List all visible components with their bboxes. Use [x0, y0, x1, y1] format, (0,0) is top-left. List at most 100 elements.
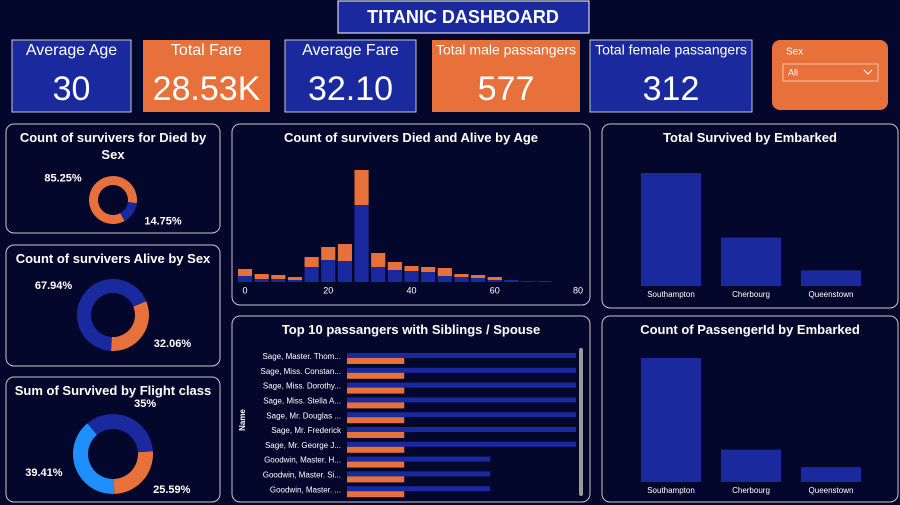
bar-segment	[271, 275, 286, 279]
bar	[347, 432, 405, 438]
bar	[347, 397, 576, 403]
y-tick-label: Sage, Mr. Frederick	[271, 426, 342, 435]
chart-title: Count of survivers for Died by Sex	[19, 130, 207, 162]
bar	[641, 358, 701, 482]
bar-segment	[371, 267, 386, 282]
bar	[347, 471, 491, 477]
bar-segment	[321, 260, 336, 282]
bar-segment	[537, 281, 552, 282]
kpi-label: Total male passangers	[436, 42, 576, 58]
bar-segment	[271, 279, 286, 282]
donut-slice	[76, 279, 147, 351]
bar-segment	[437, 276, 452, 282]
kpi-value: 312	[643, 70, 700, 108]
donut-slice	[89, 176, 138, 225]
kpi-value: 577	[478, 70, 535, 108]
scrollbar	[579, 348, 583, 496]
slicer-label: Sex	[786, 47, 803, 58]
bar	[347, 461, 405, 468]
bar-segment	[404, 266, 419, 271]
x-tick-label: Southampton	[647, 486, 695, 495]
bar-segment	[254, 279, 269, 282]
bar	[347, 491, 405, 498]
bar	[347, 387, 405, 394]
kpi-value: 32.10	[308, 70, 393, 108]
bar-segment	[287, 280, 303, 282]
chart-title: Total Survived by Embarked	[663, 130, 837, 145]
dashboard-title: TITANIC DASHBOARD	[367, 7, 559, 27]
bar-segment	[337, 244, 352, 261]
panel	[5, 123, 221, 234]
x-tick-label: 0	[243, 285, 248, 295]
bar-segment	[387, 270, 402, 282]
slicer-dropdown[interactable]	[782, 63, 879, 82]
data-label: 39.41%	[25, 467, 63, 479]
bar-segment	[437, 268, 452, 276]
bar-segment	[471, 275, 486, 278]
data-label: 14.75%	[144, 215, 182, 227]
panel	[601, 123, 899, 309]
data-label: 85.25%	[44, 172, 82, 184]
bar	[347, 402, 405, 409]
x-tick-label: Southampton	[647, 290, 695, 299]
bar	[347, 456, 491, 462]
bar	[801, 467, 861, 482]
y-tick-label: Sage, Miss. Dorothy...	[263, 382, 341, 391]
kpi-value: 28.53K	[153, 70, 261, 108]
bar-segment	[421, 272, 436, 282]
x-tick-label: 20	[323, 285, 333, 295]
bar-segment	[237, 276, 253, 282]
chart-title: Top 10 passangers with Siblings / Spouse	[281, 322, 541, 337]
kpi-card	[589, 39, 753, 113]
y-tick-label: Sage, Master. Thom...	[262, 352, 341, 361]
chart-title: Count of survivers Alive by Sex	[15, 251, 211, 266]
kpi-value: 30	[53, 70, 91, 108]
kpi-label: Total female passangers	[595, 42, 747, 58]
donut-slice	[113, 451, 153, 494]
kpi-card	[284, 39, 417, 113]
dropdown-chevron[interactable]	[863, 69, 873, 75]
panel	[5, 244, 221, 367]
slicer-value[interactable]: All	[788, 67, 798, 77]
bar	[347, 412, 576, 418]
bar	[721, 237, 781, 286]
panel	[231, 315, 591, 503]
donut-slice	[73, 423, 115, 494]
bar	[347, 353, 576, 358]
x-tick-label: 40	[406, 285, 416, 295]
bar-segment	[337, 261, 352, 282]
bar	[347, 441, 576, 447]
bar	[347, 486, 491, 492]
bar-segment	[254, 274, 269, 279]
bar-segment	[287, 277, 303, 280]
data-label: 67.94%	[35, 280, 73, 292]
x-tick-label: Cherbourg	[732, 486, 770, 495]
bar-segment	[487, 280, 502, 282]
bar-segment	[421, 267, 436, 272]
x-tick-label: 60	[490, 285, 500, 295]
bar	[347, 417, 405, 424]
bar	[347, 427, 576, 432]
chart-title: Sum of Survived by Flight class	[14, 383, 212, 398]
kpi-label: Total Fare	[171, 42, 242, 59]
kpi-label: Average Fare	[302, 42, 399, 59]
kpi-card	[11, 39, 132, 113]
x-tick-label: Queenstown	[809, 290, 854, 299]
x-tick-label: Queenstown	[809, 486, 854, 495]
kpi-card	[143, 40, 270, 112]
data-label: 25.59%	[153, 484, 191, 496]
bar	[347, 476, 405, 483]
y-tick-label: Sage, Miss. Stella A...	[263, 397, 341, 406]
data-label: 35%	[134, 398, 156, 410]
y-tick-label: Goodwin, Master. Si...	[263, 471, 341, 480]
bar	[721, 449, 781, 482]
x-tick-label: Cherbourg	[732, 290, 770, 299]
x-tick-label: 80	[573, 285, 583, 295]
y-tick-label: Sage, Mr. George J...	[265, 441, 341, 450]
donut-slice	[120, 202, 137, 221]
panel	[231, 123, 591, 306]
y-tick-label: Goodwin, Master. H...	[264, 456, 341, 465]
donut-slice	[87, 414, 153, 453]
y-tick-label: Goodwin, Master. ...	[270, 485, 341, 494]
